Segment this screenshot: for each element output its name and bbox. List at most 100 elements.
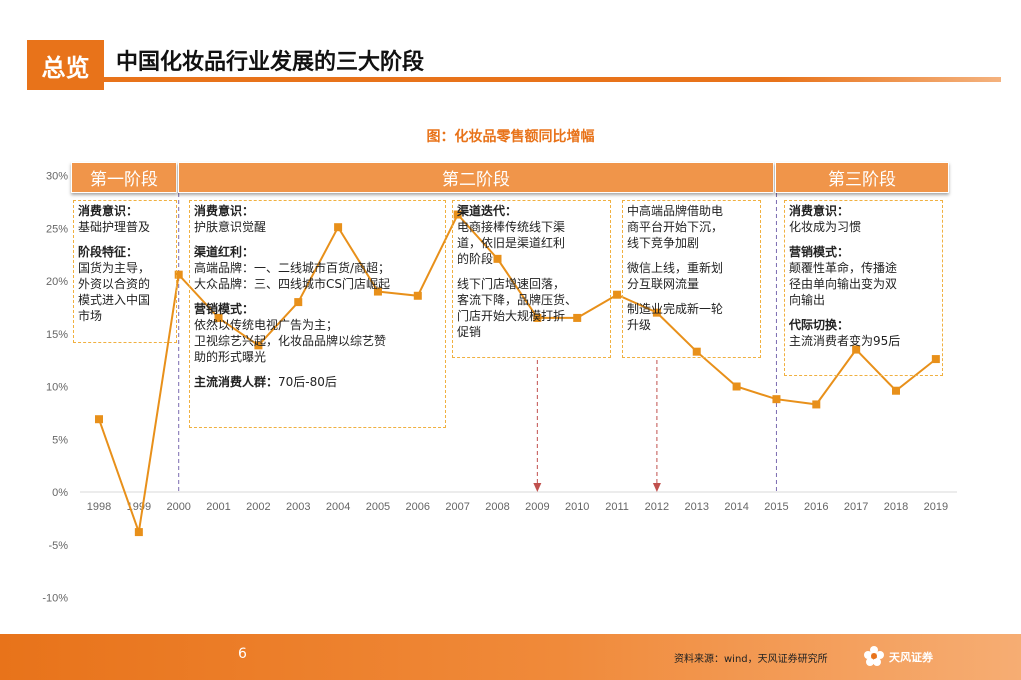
data-point: [493, 254, 502, 263]
logo-text: 天风证券: [889, 651, 933, 664]
series-line: [98, 212, 937, 533]
event-arrow-head: [652, 483, 661, 492]
line-gap: [194, 235, 441, 244]
event-arrow-head: [533, 483, 542, 492]
page-number: 6: [238, 646, 247, 662]
data-point: [254, 341, 263, 350]
x-tick-label: 2010: [565, 501, 589, 513]
stage-1-notes: 消费意识： 基础护理普及 阶段特征： 国货为主导， 外资以合资的 模式进入中国 市场: [73, 200, 177, 343]
x-tick-label: 2007: [445, 501, 469, 513]
note-line: 市场: [78, 309, 103, 323]
footer-bar: [0, 634, 1021, 680]
y-tick-label: 5%: [52, 434, 68, 446]
line-gap: [457, 267, 606, 276]
note-line: 化妆成为习惯: [789, 220, 862, 234]
data-point: [812, 400, 821, 409]
data-point: [214, 313, 223, 322]
note-line: 线下竞争加剧: [627, 236, 700, 250]
y-tick-label: 10%: [46, 382, 68, 394]
line-gap: [789, 308, 938, 317]
data-point: [772, 395, 781, 404]
data-point: [732, 382, 741, 391]
note-line: 主流消费者变为95后: [789, 334, 901, 348]
source-note: 资料来源：wind，天风证券研究所: [674, 654, 828, 665]
x-tick-label: 2012: [645, 501, 669, 513]
data-point: [95, 415, 103, 424]
x-tick-label: 1998: [87, 501, 111, 513]
note-line: 客流下降，品牌压货、: [457, 293, 578, 307]
note-line: 径由单向输出变为双: [789, 277, 898, 291]
x-tick-label: 2006: [406, 501, 430, 513]
data-point: [373, 287, 382, 296]
y-tick-label: 0%: [52, 487, 68, 499]
note-line: 模式进入中国: [78, 293, 151, 307]
x-tick-label: 2016: [804, 501, 828, 513]
note-line: 高端品牌：一、二线城市百货/商超；: [194, 261, 391, 275]
data-point: [134, 528, 143, 537]
x-tick-label: 2004: [326, 501, 350, 513]
stage-3-label: 第三阶段: [775, 162, 949, 193]
data-point: [294, 298, 303, 307]
note-line: 制造业完成新一轮: [627, 302, 724, 316]
x-tick-label: 2003: [286, 501, 310, 513]
y-tick-label: -5%: [48, 540, 68, 552]
x-tick-label: 2011: [605, 501, 629, 513]
note-line: 商平台开始下沉，: [627, 220, 724, 234]
x-tick-label: 2008: [485, 501, 509, 513]
note-line: 外资以合资的: [78, 277, 151, 291]
note-line: 门店开始大规模打折: [457, 309, 566, 323]
line-gap: [627, 292, 756, 301]
data-point: [533, 313, 542, 322]
stage-1-label: 第一阶段: [71, 162, 177, 193]
title-rule: [104, 77, 1001, 82]
note-line: 向输出: [789, 293, 826, 307]
note-line: 升级: [627, 318, 652, 332]
note-line: 护肤意识觉醒: [194, 220, 267, 234]
stage-2-early-notes: 消费意识： 护肤意识觉醒 渠道红利： 高端品牌：一、二线城市百货/商超； 大众品牌：三、…: [189, 200, 446, 428]
data-point: [573, 313, 582, 322]
data-point: [334, 223, 343, 232]
note-heading: 消费意识：: [789, 204, 850, 218]
flower-logo-icon: [864, 646, 884, 666]
page-title: 中国化妆品行业发展的三大阶段: [116, 50, 425, 75]
x-tick-label: 2014: [724, 501, 748, 513]
note-line: 主流消费人群：70后-80后: [194, 375, 337, 389]
note-line: 依然以传统电视广告为主；: [194, 318, 339, 332]
y-tick-label: 20%: [46, 276, 68, 288]
x-tick-label: 2002: [246, 501, 270, 513]
note-heading: 渠道红利：: [194, 245, 255, 259]
note-heading: 渠道迭代：: [457, 204, 518, 218]
data-point: [931, 355, 940, 364]
x-tick-label: 2017: [844, 501, 868, 513]
note-line: 国货为主导，: [78, 261, 151, 275]
x-tick-label: 2018: [884, 501, 908, 513]
note-heading: 阶段特征：: [78, 245, 139, 259]
line-gap: [789, 235, 938, 244]
note-line: 促销: [457, 325, 482, 339]
data-point: [413, 291, 422, 300]
y-tick-label: 15%: [46, 329, 68, 341]
note-line: 基础护理普及: [78, 220, 151, 234]
note-line: 线下门店增速回落，: [457, 277, 566, 291]
line-gap: [627, 251, 756, 260]
note-line: 分互联网流量: [627, 277, 700, 291]
x-tick-label: 2009: [525, 501, 549, 513]
data-point: [892, 386, 900, 395]
stage-2-ecommerce-notes: 渠道迭代： 电商接棒传统线下渠 道，依旧是渠道红利 的阶段 线下门店增速回落， 客流下降，…: [452, 200, 611, 358]
note-heading: 代际切换：: [789, 318, 850, 332]
line-gap: [194, 365, 441, 374]
stage-2-label: 第二阶段: [178, 162, 774, 193]
chart-title: 图：化妆品零售额同比增幅: [426, 129, 595, 145]
x-tick-label: 2019: [924, 501, 948, 513]
x-tick-label: 2005: [366, 501, 390, 513]
y-tick-label: 30%: [46, 171, 68, 183]
line-gap: [78, 235, 172, 244]
data-point: [174, 270, 183, 279]
note-heading: 消费意识：: [78, 204, 139, 218]
stage-2-late-notes: 中高端品牌借助电 商平台开始下沉， 线下竞争加剧 微信上线，重新划 分互联网流量 制造业完…: [622, 200, 761, 358]
x-tick-label: 2013: [685, 501, 709, 513]
stage-3-notes: 消费意识： 化妆成为习惯 营销模式： 颠覆性革命，传播途 径由单向输出变为双 向输出 代际切…: [784, 200, 943, 376]
note-line: 卫视综艺兴起，化妆品品牌以综艺赞: [194, 334, 387, 348]
x-tick-label: 2015: [764, 501, 788, 513]
